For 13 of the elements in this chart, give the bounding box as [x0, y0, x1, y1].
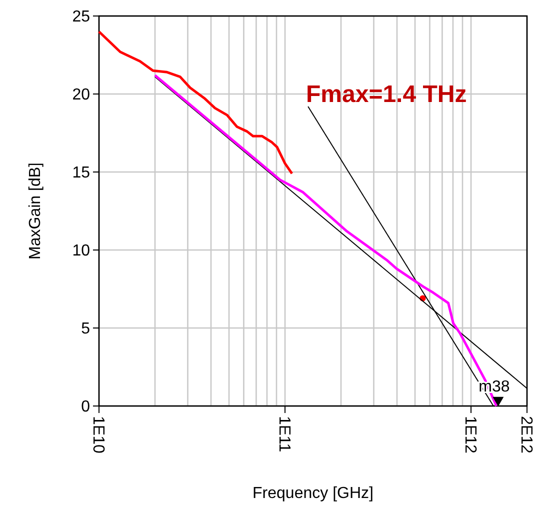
y-tick-label: 0 — [81, 398, 90, 416]
x-tick-label: 2E12 — [517, 416, 534, 454]
y-tick-label: 15 — [72, 164, 90, 182]
x-tick-label: 1E12 — [461, 416, 478, 454]
x-tick-label: 1E10 — [89, 416, 106, 454]
annotation: Fmax=1.4 THz — [306, 81, 467, 108]
y-tick-label: 25 — [72, 8, 90, 26]
y-axis-title: MaxGain [dB] — [27, 162, 44, 260]
x-axis-title: Frequency [GHz] — [252, 485, 374, 502]
y-tick-label: 20 — [72, 86, 90, 104]
y-tick-label: 5 — [81, 320, 90, 338]
y-tick-label: 10 — [72, 242, 90, 260]
x-tick-label: 1E11 — [275, 416, 292, 452]
